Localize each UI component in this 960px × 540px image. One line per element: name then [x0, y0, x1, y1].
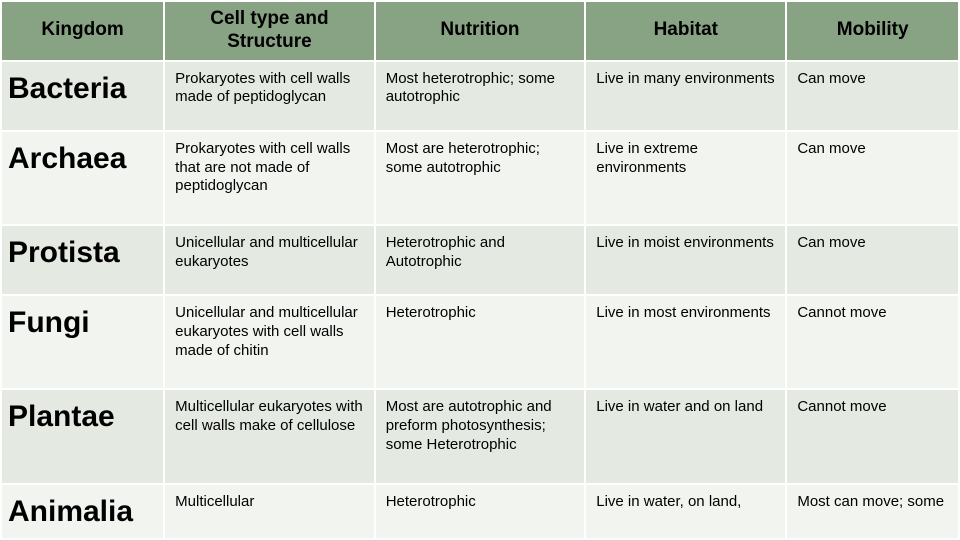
- kingdom-name: Plantae: [2, 390, 163, 482]
- kingdom-name: Fungi: [2, 296, 163, 388]
- cell-habitat: Live in many environments: [586, 62, 785, 130]
- cell-habitat: Live in water and on land: [586, 390, 785, 482]
- cell-mobility: Can move: [787, 132, 958, 224]
- header-row: Kingdom Cell type and Structure Nutritio…: [2, 2, 958, 60]
- cell-nutrition: Heterotrophic and Autotrophic: [376, 226, 585, 294]
- cell-habitat: Live in moist environments: [586, 226, 785, 294]
- header-kingdom: Kingdom: [2, 2, 163, 60]
- cell-mobility: Cannot move: [787, 296, 958, 388]
- table-row: Protista Unicellular and multicellular e…: [2, 226, 958, 294]
- kingdom-name: Archaea: [2, 132, 163, 224]
- cell-celltype: Prokaryotes with cell walls that are not…: [165, 132, 374, 224]
- table-row: Fungi Unicellular and multicellular euka…: [2, 296, 958, 388]
- cell-nutrition: Most heterotrophic; some autotrophic: [376, 62, 585, 130]
- kingdom-name: Protista: [2, 226, 163, 294]
- cell-celltype: Multicellular eukaryotes with cell walls…: [165, 390, 374, 482]
- cell-nutrition: Heterotrophic: [376, 485, 585, 539]
- table-row: Plantae Multicellular eukaryotes with ce…: [2, 390, 958, 482]
- cell-habitat: Live in water, on land,: [586, 485, 785, 539]
- cell-mobility: Can move: [787, 226, 958, 294]
- header-habitat: Habitat: [586, 2, 785, 60]
- header-celltype: Cell type and Structure: [165, 2, 374, 60]
- table-row: Animalia Multicellular Heterotrophic Liv…: [2, 485, 958, 539]
- header-nutrition: Nutrition: [376, 2, 585, 60]
- cell-habitat: Live in extreme environments: [586, 132, 785, 224]
- cell-mobility: Can move: [787, 62, 958, 130]
- cell-celltype: Multicellular: [165, 485, 374, 539]
- table-row: Archaea Prokaryotes with cell walls that…: [2, 132, 958, 224]
- table-row: Bacteria Prokaryotes with cell walls mad…: [2, 62, 958, 130]
- cell-celltype: Unicellular and multicellular eukaryotes…: [165, 296, 374, 388]
- cell-habitat: Live in most environments: [586, 296, 785, 388]
- header-mobility: Mobility: [787, 2, 958, 60]
- cell-celltype: Prokaryotes with cell walls made of pept…: [165, 62, 374, 130]
- kingdom-name: Animalia: [2, 485, 163, 539]
- cell-celltype: Unicellular and multicellular eukaryotes: [165, 226, 374, 294]
- cell-nutrition: Most are autotrophic and preform photosy…: [376, 390, 585, 482]
- kingdoms-table: Kingdom Cell type and Structure Nutritio…: [0, 0, 960, 540]
- cell-nutrition: Heterotrophic: [376, 296, 585, 388]
- cell-mobility: Cannot move: [787, 390, 958, 482]
- kingdom-name: Bacteria: [2, 62, 163, 130]
- cell-mobility: Most can move; some: [787, 485, 958, 539]
- cell-nutrition: Most are heterotrophic; some autotrophic: [376, 132, 585, 224]
